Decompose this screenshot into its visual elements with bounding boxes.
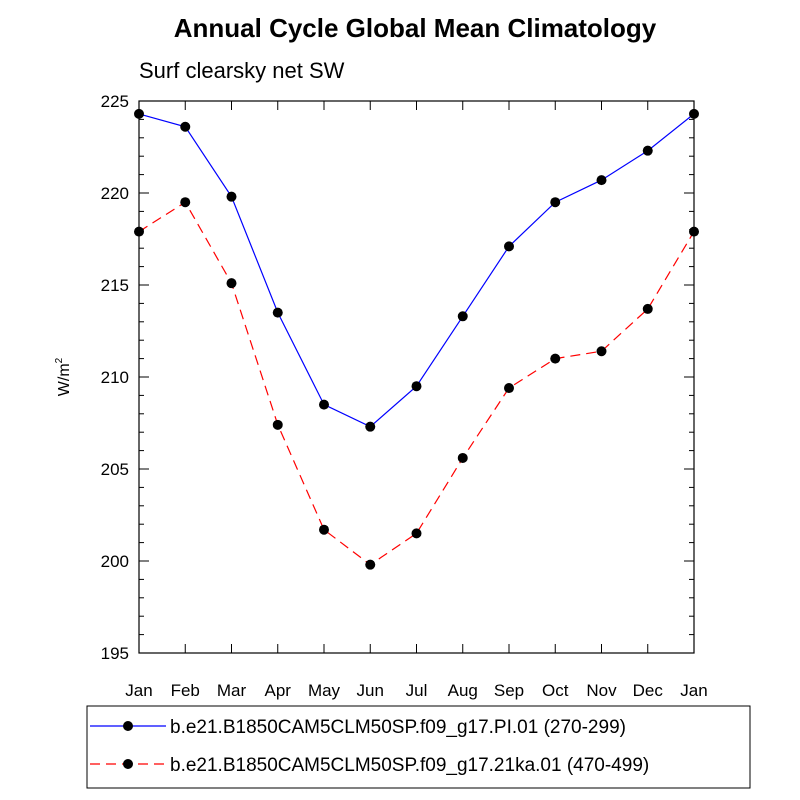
chart-subtitle: Surf clearsky net SW: [139, 58, 345, 83]
y-tick-label-2: 205: [101, 460, 129, 479]
x-tick-label-4: May: [308, 681, 341, 700]
series-0-point-10: [596, 175, 607, 186]
legend-entry-0: b.e21.B1850CAM5CLM50SP.f09_g17.PI.01 (27…: [170, 717, 626, 738]
x-tick-label-3: Apr: [265, 681, 292, 700]
series-0-point-4: [319, 399, 329, 410]
legend: b.e21.B1850CAM5CLM50SP.f09_g17.PI.01 (27…: [90, 717, 649, 776]
y-tick-label-0: 195: [101, 644, 129, 663]
y-tick-label-3: 210: [101, 368, 129, 387]
x-tick-label-7: Aug: [448, 681, 478, 700]
ticks-layer: Jan Feb Mar Apr May Jun Jul Aug Sep Oct Nov Dec Jan 1…: [101, 92, 708, 700]
legend-marker-0: [123, 721, 133, 731]
series-1-point-8: [504, 383, 514, 394]
y-axis-label-superscript: 2: [54, 357, 65, 363]
series-0-point-2: [226, 191, 237, 202]
x-tick-label-1: Feb: [171, 681, 200, 700]
x-tick-label-5: Jun: [357, 681, 384, 700]
series-1-point-9: [550, 353, 561, 364]
x-tick-label-0: Jan: [125, 681, 152, 700]
series-0-point-6: [411, 381, 422, 392]
series-line-0: [138, 113, 695, 428]
y-tick-label-5: 220: [101, 184, 129, 203]
series-0-point-3: [272, 307, 283, 318]
plot-frame: [138, 100, 695, 654]
chart-title: Annual Cycle Global Mean Climatology: [174, 13, 657, 43]
x-tick-label-9: Oct: [542, 681, 569, 700]
series-1-point-1: [180, 197, 191, 208]
x-tick-label-8: Sep: [494, 681, 524, 700]
series-1-point-5: [365, 559, 376, 570]
legend-entry-1: b.e21.B1850CAM5CLM50SP.f09_g17.21ka.01 (…: [170, 755, 649, 776]
legend-marker-1: [123, 759, 133, 769]
series-1-point-3: [272, 419, 283, 430]
series-0: [134, 108, 699, 432]
x-tick-label-11: Dec: [633, 681, 664, 700]
y-tick-label-1: 200: [101, 552, 129, 571]
series-layer: [134, 108, 699, 570]
series-1-point-7: [457, 452, 468, 463]
x-tick-label-10: Nov: [586, 681, 617, 700]
series-1-point-2: [226, 278, 237, 289]
series-0-point-5: [365, 421, 376, 432]
x-tick-label-2: Mar: [217, 681, 247, 700]
series-1-point-4: [319, 524, 329, 535]
x-tick-label-12: Jan: [680, 681, 707, 700]
series-0-point-9: [550, 197, 561, 208]
series-0-point-7: [457, 311, 468, 322]
x-tick-label-6: Jul: [406, 681, 428, 700]
series-0-point-1: [180, 121, 191, 132]
y-tick-label-4: 215: [101, 276, 129, 295]
legend-box: [86, 705, 751, 789]
series-1-point-10: [596, 346, 607, 357]
y-tick-label-6: 225: [101, 92, 129, 111]
series-1-point-6: [411, 528, 422, 539]
series-1-point-11: [642, 303, 653, 314]
series-0-point-11: [642, 145, 653, 156]
series-0-point-8: [504, 241, 514, 252]
y-axis-label-text: W/m: [56, 363, 73, 396]
y-axis-label: W/m2: [54, 357, 73, 396]
